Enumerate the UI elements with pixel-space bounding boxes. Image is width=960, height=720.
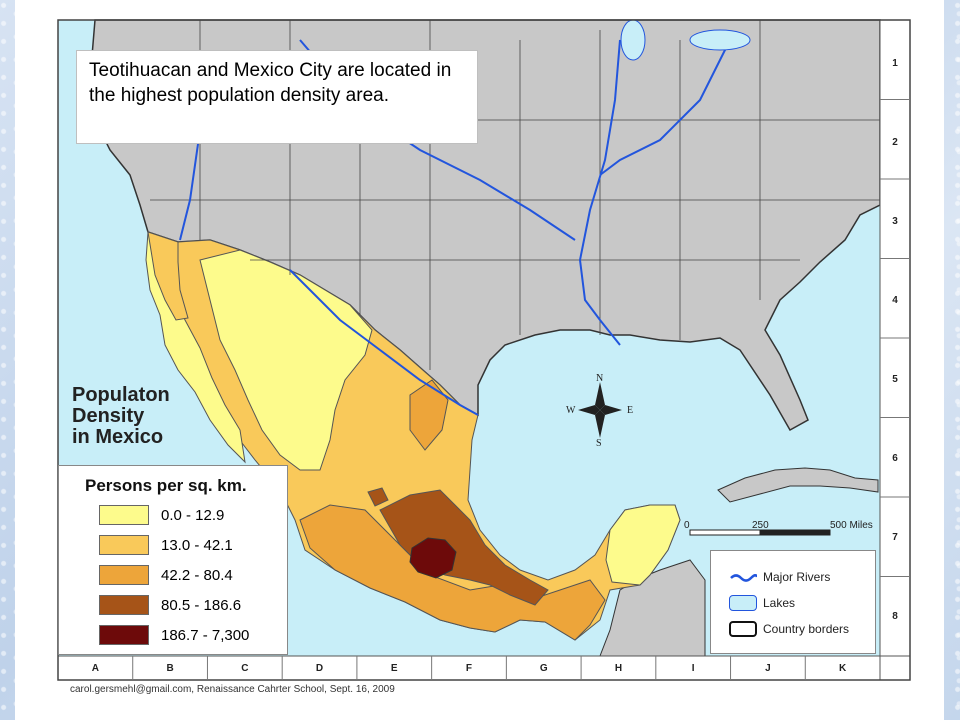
- legend-swatch: [99, 625, 149, 645]
- key-borders-label: Country borders: [763, 622, 850, 636]
- map-title-line-3: in Mexico: [72, 426, 164, 448]
- scale-zero: 0: [684, 520, 690, 531]
- baja-north: [147, 231, 189, 321]
- zone-42-80-a: [409, 379, 449, 451]
- lake-icon: [729, 595, 757, 611]
- northern-states: [199, 249, 373, 471]
- grid-row-label: 6: [892, 452, 898, 464]
- river-icon: [730, 574, 757, 582]
- legend-label: 186.7 - 7,300: [161, 626, 250, 644]
- legend-swatch: [99, 565, 149, 585]
- lake-erie: [689, 29, 751, 51]
- density-legend: Persons per sq. km. 0.0 - 12.9 13.0 - 42…: [58, 465, 288, 655]
- grid-row-label: 4: [892, 294, 898, 306]
- legend-label: 13.0 - 42.1: [161, 536, 233, 554]
- zone-highest-mexico-city: [409, 537, 457, 579]
- key-lakes-label: Lakes: [763, 596, 796, 610]
- scale-end: 500 Miles: [830, 520, 873, 531]
- compass-n: N: [596, 373, 603, 384]
- legend-row: 186.7 - 7,300: [99, 624, 249, 646]
- key-rivers-label: Major Rivers: [763, 570, 831, 584]
- grid-col-border: [57, 655, 881, 681]
- legend-title: Persons per sq. km.: [85, 476, 247, 495]
- grid-row-label: 8: [892, 610, 898, 622]
- grid-row-label: 1: [892, 57, 898, 69]
- key-borders: Country borders: [729, 621, 849, 637]
- map-title: Populaton Density in Mexico: [72, 385, 170, 448]
- grid-col-label: K: [839, 662, 847, 674]
- legend-swatch: [99, 595, 149, 615]
- key-rivers: Major Rivers: [729, 569, 830, 585]
- border-icon: [729, 621, 757, 637]
- grid-col-label: C: [241, 662, 249, 674]
- legend-label: 0.0 - 12.9: [161, 506, 225, 524]
- legend-row: 42.2 - 80.4: [99, 564, 233, 586]
- legend-row: 80.5 - 186.6: [99, 594, 241, 616]
- scale-bar: [689, 529, 831, 536]
- zone-80-186-small: [367, 487, 389, 507]
- grid-col-label: J: [765, 662, 771, 674]
- grid-col-label: H: [614, 662, 623, 674]
- grid-col-label: I: [691, 662, 695, 674]
- legend-row: 0.0 - 12.9: [99, 504, 224, 526]
- map-key: Major Rivers Lakes Country borders: [710, 550, 876, 654]
- grid-col-label: F: [465, 662, 473, 674]
- legend-label: 42.2 - 80.4: [161, 566, 233, 584]
- grid-col-label: A: [91, 662, 99, 674]
- compass-e: E: [627, 405, 633, 416]
- key-lakes: Lakes: [729, 595, 795, 611]
- map-border: [57, 19, 911, 681]
- compass-rose: [578, 382, 622, 438]
- grid-col-label: G: [539, 662, 548, 674]
- grid-row-label: 5: [892, 373, 898, 385]
- grid-row-label: 2: [892, 136, 898, 148]
- legend-row: 13.0 - 42.1: [99, 534, 233, 556]
- grid-col-label: E: [390, 662, 398, 674]
- grid-col-label: B: [166, 662, 174, 674]
- map-title-line-1: Populaton: [72, 384, 170, 406]
- compass-s: S: [596, 438, 602, 449]
- compass-w: W: [566, 405, 576, 416]
- map-title-line-2: Density: [72, 405, 145, 427]
- credit-line: carol.gersmehl@gmail.com, Renaissance Ca…: [70, 684, 395, 695]
- grid-row-label: 7: [892, 531, 898, 543]
- legend-swatch: [99, 505, 149, 525]
- callout-text: Teotihuacan and Mexico City are located …: [76, 50, 478, 144]
- lake-michigan: [620, 19, 646, 61]
- grid-tick-lines: [132, 99, 910, 680]
- grid-col-label: D: [315, 662, 324, 674]
- legend-swatch: [99, 535, 149, 555]
- yucatan: [605, 504, 681, 586]
- legend-label: 80.5 - 186.6: [161, 596, 242, 614]
- scale-mid: 250: [752, 520, 769, 531]
- cuba: [717, 467, 879, 503]
- grid-row-label: 3: [892, 215, 898, 227]
